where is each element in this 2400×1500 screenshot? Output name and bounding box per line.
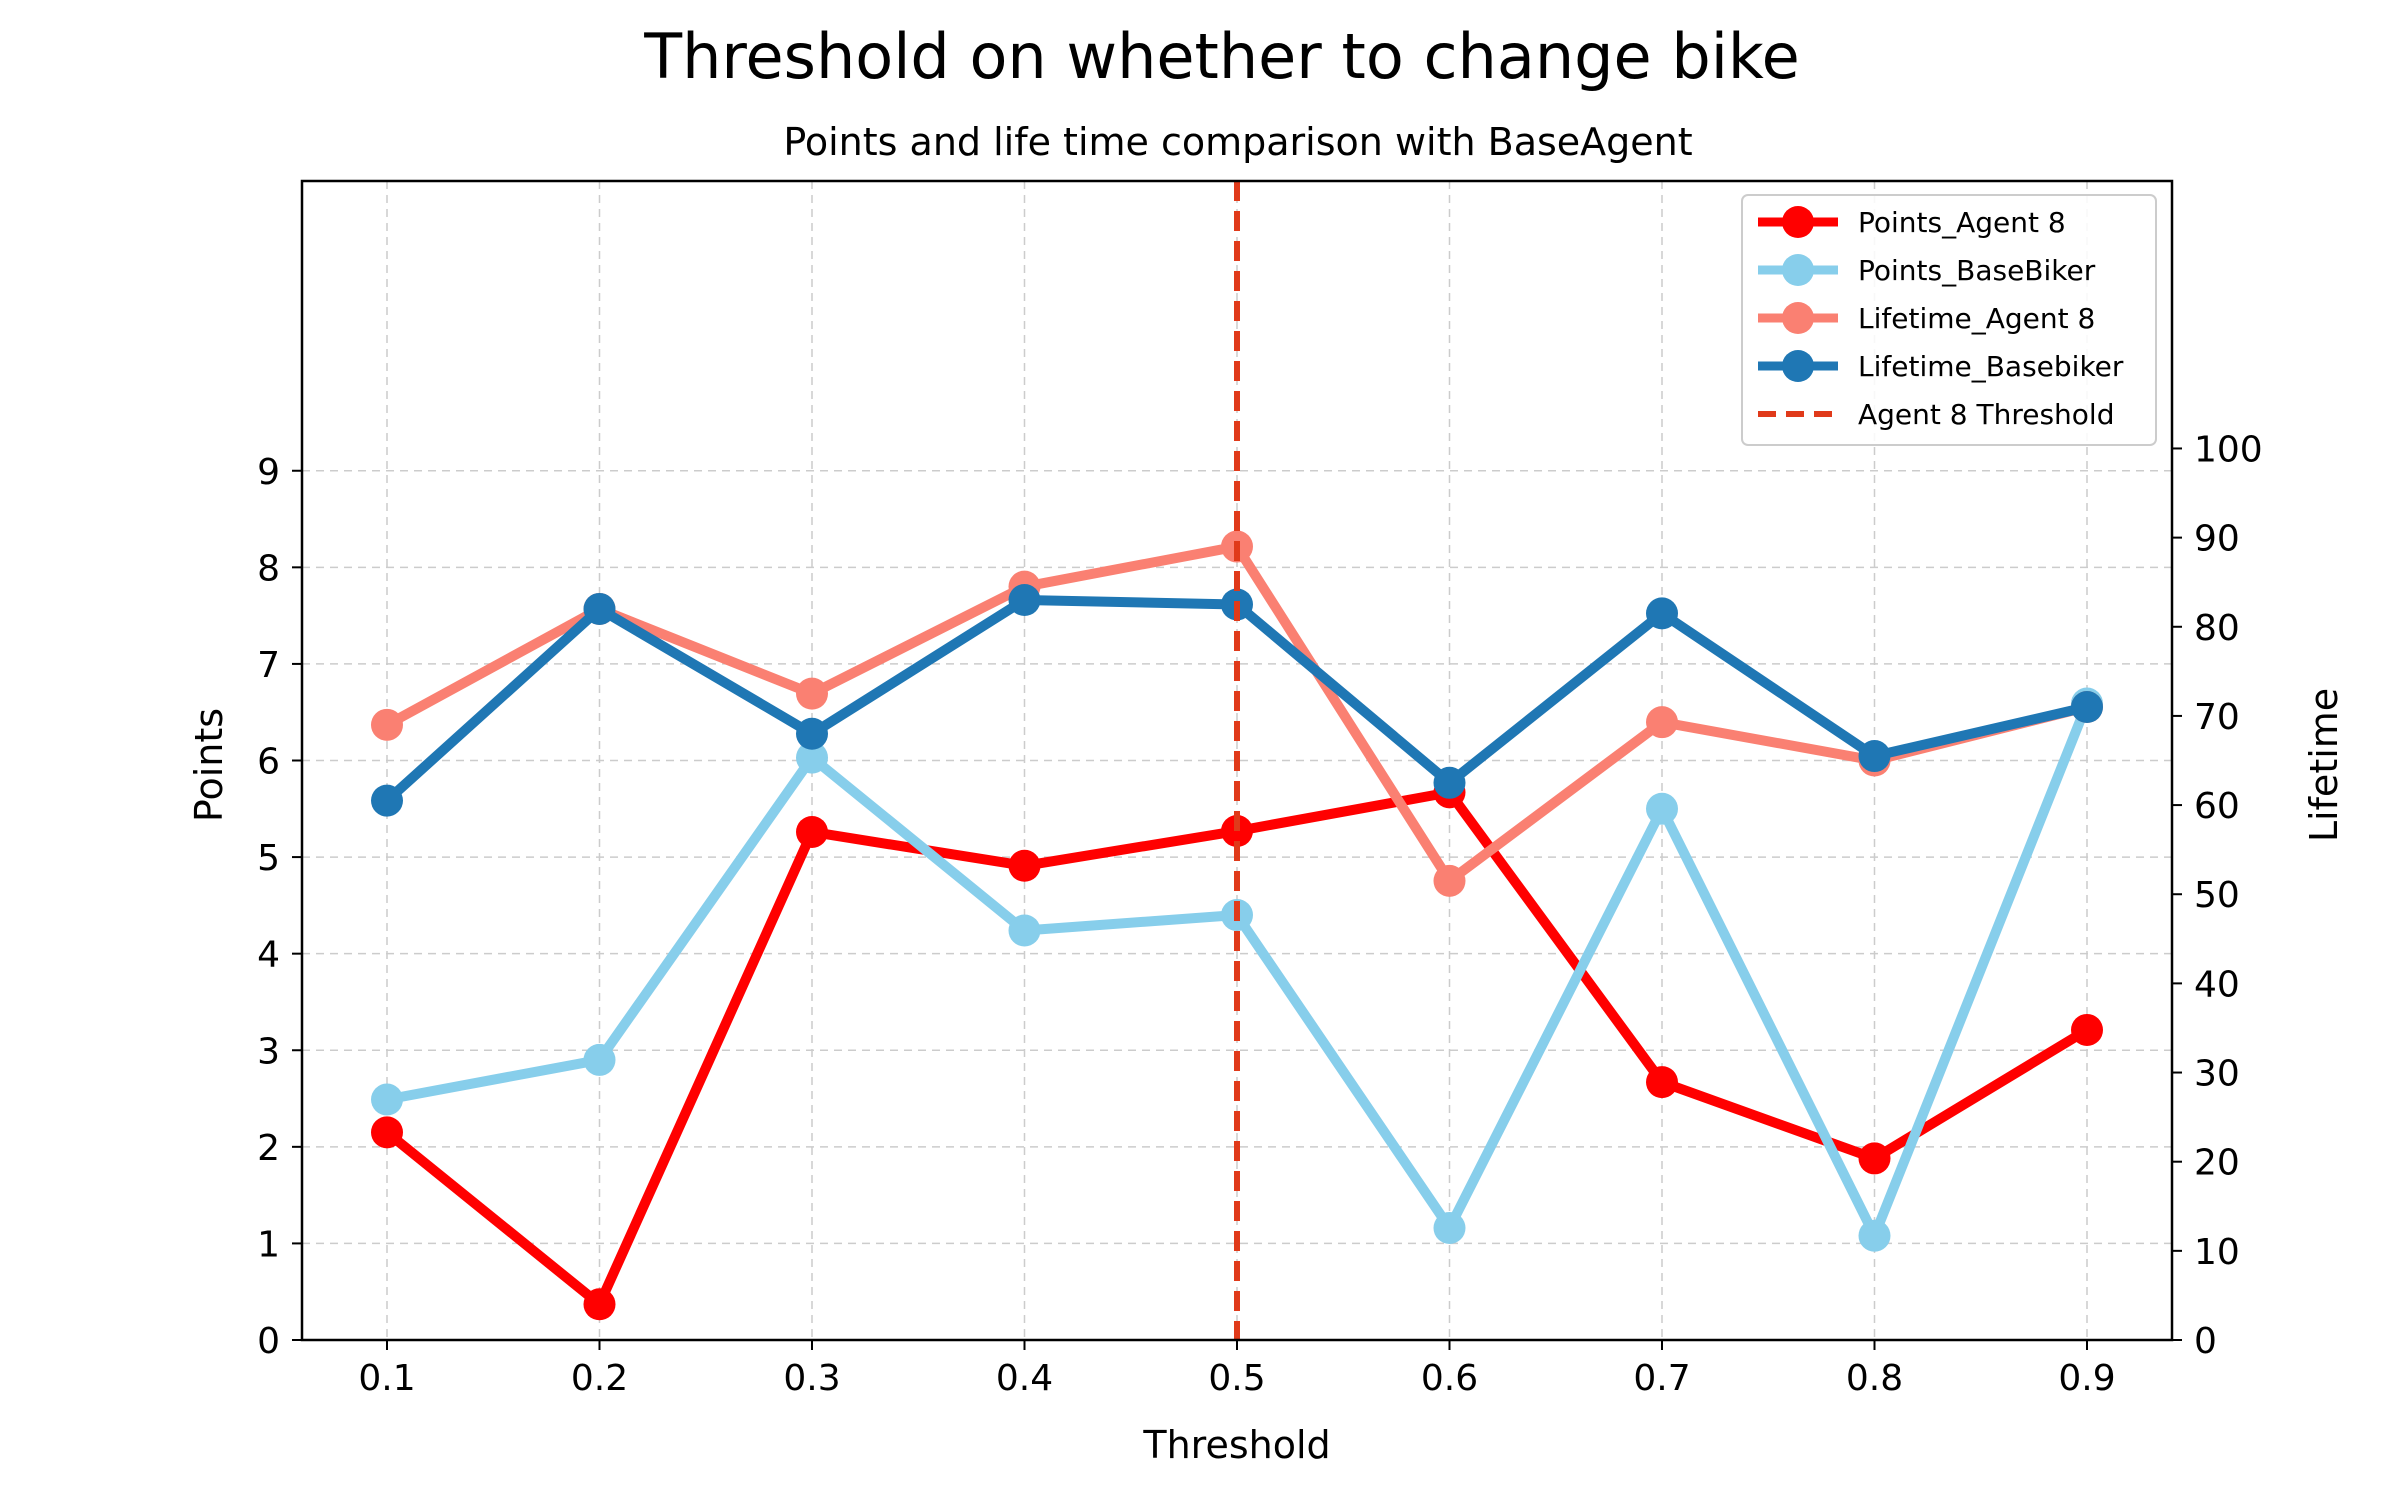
left-y-tick-label: 9	[257, 452, 280, 493]
left-y-axis-label: Points	[187, 708, 231, 822]
data-point	[1646, 792, 1678, 825]
data-point	[371, 784, 403, 817]
right-y-tick-label: 80	[2194, 608, 2240, 649]
legend-item: Lifetime_Basebiker	[1758, 350, 2124, 383]
legend-item: Agent 8 Threshold	[1758, 398, 2114, 431]
left-y-axis-ticks: 0 1 2 3 4 5 6 7 8 9	[257, 452, 302, 1362]
x-tick-label: 0.3	[783, 1358, 840, 1399]
data-point	[1008, 849, 1041, 882]
data-point	[2071, 1013, 2103, 1046]
legend-swatch-marker	[1782, 254, 1814, 286]
legend-label: Points_Agent 8	[1858, 206, 2066, 239]
data-point	[1433, 766, 1466, 799]
x-tick-label: 0.7	[1633, 1358, 1690, 1399]
right-y-tick-label: 50	[2194, 875, 2240, 916]
right-y-tick-label: 60	[2194, 786, 2240, 827]
data-point	[583, 1043, 616, 1076]
x-axis-ticks: 0.1 0.2 0.3 0.4 0.5 0.6 0.7 0.8 0.9	[358, 1340, 2116, 1399]
data-point	[796, 741, 828, 774]
x-tick-label: 0.9	[2058, 1358, 2115, 1399]
data-point	[1221, 815, 1253, 848]
left-y-tick-label: 6	[257, 742, 280, 783]
legend-item: Lifetime_Agent 8	[1758, 302, 2095, 335]
right-y-tick-label: 20	[2194, 1143, 2240, 1184]
data-point	[1858, 1219, 1891, 1252]
right-y-tick-label: 0	[2194, 1321, 2217, 1362]
x-tick-label: 0.5	[1208, 1358, 1265, 1399]
plot-frame	[300, 179, 2174, 1342]
data-point	[1646, 1066, 1678, 1099]
legend-swatch-marker	[1782, 206, 1814, 238]
data-point	[1433, 1211, 1466, 1244]
right-y-tick-label: 30	[2194, 1054, 2240, 1095]
x-tick-label: 0.6	[1421, 1358, 1478, 1399]
legend-item: Points_Agent 8	[1758, 206, 2066, 239]
data-point	[371, 1116, 403, 1149]
x-tick-label: 0.8	[1846, 1358, 1903, 1399]
left-y-tick-label: 7	[257, 645, 280, 686]
left-y-tick-label: 0	[257, 1321, 280, 1362]
right-y-tick-label: 70	[2194, 697, 2240, 738]
right-y-tick-label: 90	[2194, 519, 2240, 560]
chart-subtitle: Points and life time comparison with Bas…	[783, 120, 1692, 164]
data-point	[796, 717, 828, 750]
data-point	[1433, 864, 1466, 897]
x-tick-label: 0.2	[571, 1358, 628, 1399]
legend: Points_Agent 8 Points_BaseBiker Lifetime_A…	[1741, 194, 2157, 446]
left-y-tick-label: 8	[257, 548, 280, 589]
data-point	[2071, 691, 2103, 724]
data-point	[796, 815, 828, 848]
legend-label: Lifetime_Basebiker	[1858, 350, 2124, 383]
data-point	[1646, 597, 1678, 630]
left-y-tick-label: 4	[257, 935, 280, 976]
legend-swatch-marker	[1782, 350, 1814, 382]
x-tick-label: 0.4	[996, 1358, 1053, 1399]
data-point	[1008, 584, 1041, 617]
legend-label: Points_BaseBiker	[1858, 254, 2096, 287]
left-y-tick-label: 3	[257, 1031, 280, 1072]
series-layer	[371, 181, 2103, 1340]
data-point	[371, 1083, 403, 1116]
right-y-tick-label: 40	[2194, 964, 2240, 1005]
legend-swatch-marker	[1782, 302, 1814, 334]
legend-frame	[1741, 194, 2157, 446]
left-y-tick-label: 2	[257, 1128, 280, 1169]
left-y-tick-label: 5	[257, 838, 280, 879]
data-point	[1008, 914, 1041, 947]
right-y-axis-ticks: 0 10 20 30 40 50 60 70 80 90 100	[2172, 429, 2263, 1362]
left-y-tick-label: 1	[257, 1224, 280, 1265]
chart-title: Threshold on whether to change bike	[643, 20, 1800, 93]
right-y-axis-label: Lifetime	[2302, 688, 2346, 842]
data-point	[796, 677, 828, 710]
legend-label: Lifetime_Agent 8	[1858, 302, 2095, 335]
legend-item: Points_BaseBiker	[1758, 254, 2096, 287]
data-point	[1858, 1142, 1891, 1175]
data-point	[583, 592, 616, 625]
x-tick-label: 0.1	[358, 1358, 415, 1399]
x-axis-label: Threshold	[1142, 1423, 1330, 1467]
data-point	[371, 708, 403, 741]
data-point	[583, 1288, 616, 1321]
data-point	[1646, 706, 1678, 739]
right-y-tick-label: 100	[2194, 429, 2263, 470]
legend-label: Agent 8 Threshold	[1858, 398, 2114, 431]
data-point	[1858, 740, 1891, 773]
right-y-tick-label: 10	[2194, 1232, 2240, 1273]
